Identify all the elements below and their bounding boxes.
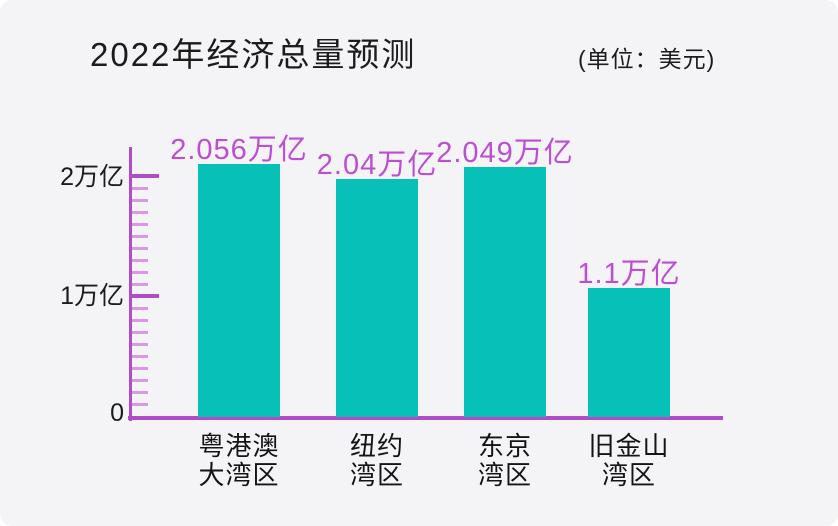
category-label: 旧金山 湾区 — [549, 432, 709, 490]
bar-3 — [464, 167, 546, 417]
y-axis-minor-tick — [132, 331, 148, 334]
category-label: 东京 湾区 — [425, 432, 585, 490]
y-axis-minor-tick — [132, 187, 148, 190]
y-axis-minor-tick — [132, 223, 148, 226]
y-axis-minor-tick — [132, 199, 148, 202]
y-axis-tick-label: 2万亿 — [60, 163, 124, 191]
category-label-line: 纽约 — [349, 431, 404, 461]
unit-label: (单位：美元) — [578, 46, 716, 72]
y-axis-minor-tick — [132, 271, 148, 274]
y-axis-minor-tick — [132, 403, 148, 406]
bar-value-label: 2.056万亿 — [170, 134, 308, 166]
y-axis-major-tick — [132, 174, 159, 178]
category-label-line: 湾区 — [601, 460, 656, 490]
bar-value-label: 1.1万亿 — [577, 258, 681, 290]
y-axis-minor-tick — [132, 259, 148, 262]
y-axis-minor-tick — [132, 355, 148, 358]
y-axis-minor-tick — [132, 343, 148, 346]
y-axis-minor-tick — [132, 379, 148, 382]
x-axis-line — [128, 416, 723, 420]
category-label-line: 东京 — [477, 431, 532, 461]
bar-4 — [588, 288, 670, 417]
y-axis-tick-label: 1万亿 — [60, 282, 124, 310]
y-axis-minor-tick — [132, 247, 148, 250]
category-label-line: 湾区 — [477, 460, 532, 490]
y-axis-minor-tick — [132, 391, 148, 394]
category-label: 粤港澳 大湾区 — [159, 432, 319, 490]
y-axis-major-tick — [132, 294, 159, 298]
y-axis-line — [129, 147, 132, 421]
category-label-line: 大湾区 — [198, 460, 280, 490]
bar-value-label: 2.049万亿 — [436, 137, 574, 169]
y-axis-minor-tick — [132, 283, 148, 286]
category-label: 纽约 湾区 — [297, 432, 457, 490]
y-axis-minor-tick — [132, 319, 148, 322]
chart-title: 2022年经济总量预测 — [90, 36, 417, 73]
bar-value-label: 2.04万亿 — [316, 149, 438, 181]
bar-2 — [336, 179, 418, 417]
y-axis-minor-tick — [132, 211, 148, 214]
category-label-line: 粤港澳 — [198, 431, 280, 461]
category-label-line: 湾区 — [349, 460, 404, 490]
bar-1 — [198, 164, 280, 417]
y-axis-minor-tick — [132, 307, 148, 310]
y-axis-tick-label: 0 — [110, 399, 124, 427]
y-axis-minor-tick — [132, 235, 148, 238]
category-label-line: 旧金山 — [588, 431, 670, 461]
y-axis-minor-tick — [132, 367, 148, 370]
